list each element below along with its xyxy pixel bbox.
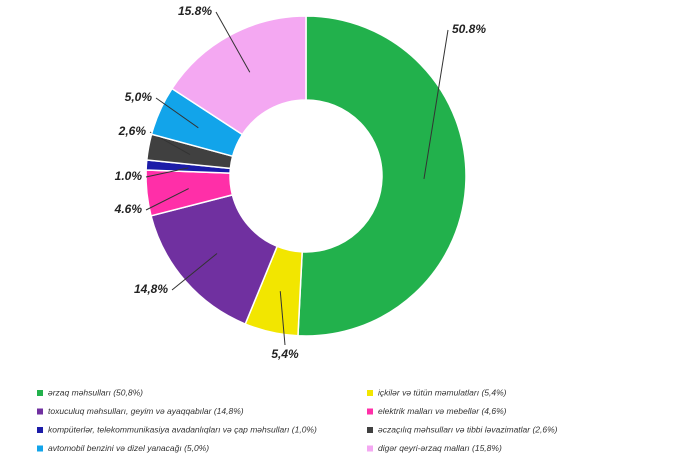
value-label: 2,6%	[118, 124, 147, 138]
legend-swatch	[367, 390, 373, 396]
slice	[170, 15, 307, 136]
slice	[297, 15, 467, 337]
value-label: 15.8%	[178, 4, 212, 18]
leader-line	[423, 29, 449, 180]
legend-label: kompüterlər, telekommunikasiya avadanlıq…	[48, 424, 317, 434]
legend-label: ərzaq məhsulları (50,8%)	[48, 387, 143, 397]
legend-label: digər qeyri-ərzaq malları (15,8%)	[378, 443, 502, 453]
leader-line	[171, 253, 218, 291]
legend-swatch	[37, 427, 43, 433]
legend-swatch	[37, 445, 43, 452]
value-label: 4.6%	[114, 202, 143, 216]
value-label: 1.0%	[115, 169, 143, 183]
leader-line	[155, 97, 199, 129]
legend-label: toxuculuq məhsulları, geyim və ayaqqabıl…	[48, 406, 244, 416]
value-label: 5,0%	[125, 90, 153, 104]
slice	[150, 193, 279, 325]
legend-swatch	[37, 408, 43, 415]
legend-label: avtomobil benzini və dizel yanacağı (5,0…	[48, 443, 209, 453]
value-label: 14,8%	[134, 282, 168, 296]
legend-swatch	[367, 445, 373, 452]
legend-label: elektrik malları və mebellər (4,6%)	[378, 406, 507, 416]
legend-swatch	[367, 408, 373, 415]
legend-swatch	[367, 427, 373, 433]
leader-line	[145, 167, 189, 178]
value-label: 50.8%	[452, 22, 486, 36]
leader-line	[279, 291, 286, 346]
legend-label: içkilər və tütün məmulatları (5,4%)	[378, 387, 507, 397]
legend-swatch	[37, 390, 43, 396]
legend-label: əczaçılıq məhsulları və tibbi ləvazimatl…	[378, 424, 558, 434]
value-label: 5,4%	[271, 347, 299, 361]
leader-line	[215, 11, 251, 73]
leader-line	[145, 188, 189, 211]
